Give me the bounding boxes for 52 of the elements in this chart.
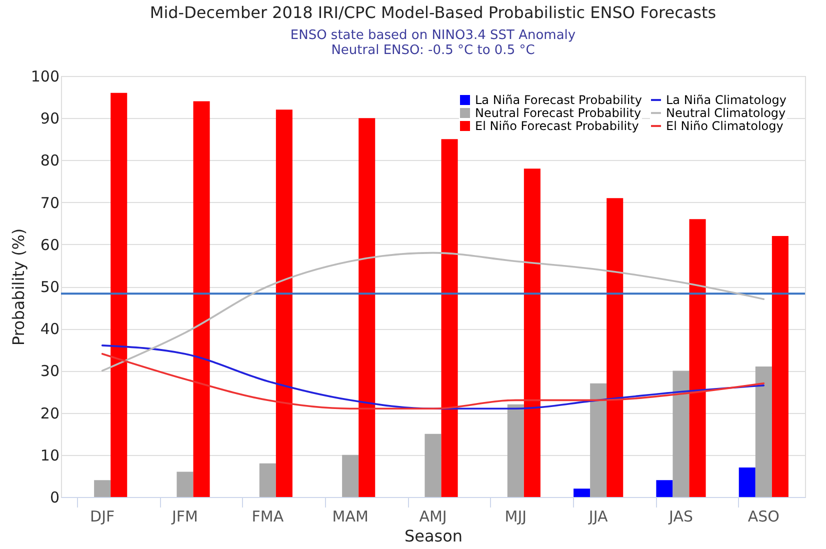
y-tick-label: 60 [40, 236, 60, 254]
x-tick-label: MAM [332, 508, 368, 526]
bar [110, 92, 128, 497]
bar [94, 480, 111, 497]
bar [176, 472, 194, 497]
y-tick-label: 10 [40, 446, 60, 464]
line-series [101, 252, 765, 372]
y-tick-label: 20 [40, 404, 60, 422]
bar [672, 370, 690, 497]
y-tick-label: 70 [40, 194, 60, 212]
x-tick-label: JJA [588, 508, 608, 526]
y-tick-label: 30 [40, 362, 60, 380]
x-axis-title: Season [404, 526, 463, 546]
bar [276, 110, 292, 497]
bar [342, 454, 359, 497]
bar [441, 139, 458, 497]
legend-label: Neutral Climatology [666, 106, 786, 120]
y-tick-label: 90 [40, 110, 60, 128]
x-tick-label: JAS [668, 508, 693, 526]
x-tick-label: DJF [90, 508, 115, 526]
bar [738, 468, 756, 497]
y-tick-label: 40 [40, 320, 60, 338]
bar [193, 101, 210, 497]
legend-label: La Niña Climatology [666, 93, 786, 107]
legend-label: La Niña Forecast Probability [475, 93, 642, 107]
x-tick-label: MJJ [504, 508, 527, 526]
bar [358, 118, 376, 497]
y-tick-label: 0 [50, 488, 60, 506]
bar [772, 236, 788, 497]
bar [259, 463, 276, 497]
legend-label: El Niño Climatology [666, 119, 784, 133]
bar [606, 198, 624, 497]
y-tick-label: 100 [30, 68, 60, 86]
bar [689, 219, 706, 497]
x-tick-label: FMA [252, 508, 284, 526]
bar [424, 434, 442, 497]
x-tick-label: ASO [748, 508, 780, 526]
legend-label: Neutral Forecast Probability [475, 106, 642, 120]
bar [507, 404, 524, 497]
bar [524, 168, 540, 497]
bar [590, 383, 607, 497]
bar [755, 366, 772, 497]
y-tick-label: 80 [40, 152, 60, 170]
chart-subtitle: ENSO state based on NINO3.4 SST Anomaly Neutral ENSO: -0.5 °C to 0.5 °C [290, 28, 576, 58]
bar [656, 480, 673, 497]
chart-title: Mid-December 2018 IRI/CPC Model-Based Probabilistic ENSO Forecasts [150, 3, 716, 22]
bar [574, 488, 590, 497]
y-tick-label: 50 [40, 278, 60, 296]
x-tick-label: AMJ [419, 508, 447, 526]
x-tick-label: JFM [171, 508, 198, 526]
legend-label: El Niño Forecast Probability [475, 119, 639, 133]
y-axis-title: Probability (%) [8, 228, 28, 346]
